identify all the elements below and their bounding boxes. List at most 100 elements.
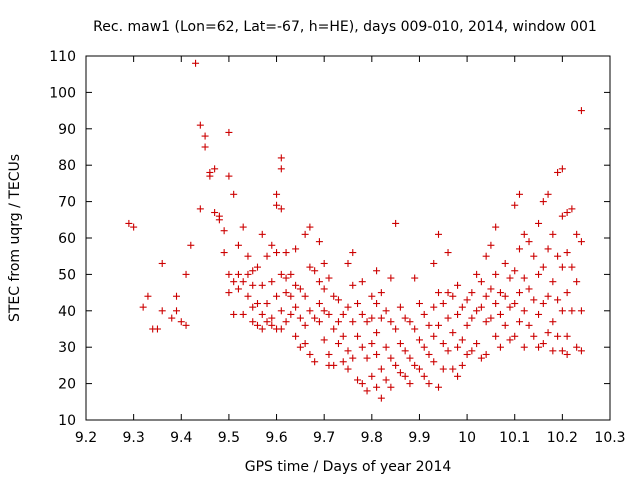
data-point bbox=[325, 350, 333, 358]
data-point bbox=[282, 274, 290, 282]
data-point bbox=[239, 310, 247, 318]
data-point bbox=[439, 300, 447, 308]
data-point bbox=[387, 274, 395, 282]
data-point bbox=[463, 296, 471, 304]
data-point bbox=[301, 230, 309, 238]
data-point bbox=[301, 321, 309, 329]
data-point bbox=[258, 230, 266, 238]
data-point bbox=[487, 241, 495, 249]
data-point bbox=[511, 300, 519, 308]
data-point bbox=[373, 350, 381, 358]
data-point bbox=[277, 205, 285, 213]
data-point bbox=[530, 332, 538, 340]
data-point bbox=[454, 281, 462, 289]
data-point bbox=[330, 292, 338, 300]
data-point bbox=[144, 292, 152, 300]
data-point bbox=[306, 263, 314, 271]
data-point bbox=[220, 227, 228, 235]
data-point bbox=[258, 281, 266, 289]
data-point bbox=[573, 343, 581, 351]
data-point bbox=[306, 223, 314, 231]
data-point bbox=[549, 347, 557, 355]
data-point bbox=[249, 281, 257, 289]
data-point bbox=[220, 249, 228, 257]
data-point bbox=[253, 263, 261, 271]
data-point bbox=[387, 383, 395, 391]
data-point bbox=[230, 190, 238, 198]
points-layer bbox=[125, 59, 585, 402]
data-point bbox=[515, 245, 523, 253]
data-point bbox=[487, 314, 495, 322]
data-point bbox=[268, 321, 276, 329]
x-tick-label: 10.3 bbox=[594, 430, 625, 446]
data-point bbox=[315, 318, 323, 326]
data-point bbox=[558, 307, 566, 315]
data-point bbox=[334, 318, 342, 326]
data-point bbox=[344, 347, 352, 355]
y-tick-label: 10 bbox=[58, 413, 76, 429]
data-point bbox=[415, 365, 423, 373]
data-point bbox=[396, 340, 404, 348]
data-point bbox=[482, 292, 490, 300]
data-point bbox=[306, 350, 314, 358]
data-point bbox=[411, 274, 419, 282]
data-point bbox=[282, 318, 290, 326]
data-point bbox=[415, 300, 423, 308]
data-point bbox=[458, 303, 466, 311]
y-tick-label: 90 bbox=[58, 122, 76, 138]
data-point bbox=[506, 336, 514, 344]
data-point bbox=[358, 310, 366, 318]
data-point bbox=[449, 365, 457, 373]
data-point bbox=[511, 267, 519, 275]
data-point bbox=[287, 310, 295, 318]
data-point bbox=[292, 245, 300, 253]
data-point bbox=[234, 241, 242, 249]
data-point bbox=[239, 223, 247, 231]
y-tick-label: 40 bbox=[58, 304, 76, 320]
data-point bbox=[577, 238, 585, 246]
data-point bbox=[449, 292, 457, 300]
data-point bbox=[168, 314, 176, 322]
data-point bbox=[225, 172, 233, 180]
data-point bbox=[354, 376, 362, 384]
data-point bbox=[511, 201, 519, 209]
data-point bbox=[253, 300, 261, 308]
data-point bbox=[334, 340, 342, 348]
data-point bbox=[358, 380, 366, 388]
data-point bbox=[392, 219, 400, 227]
x-tick-label: 9.7 bbox=[313, 430, 335, 446]
data-point bbox=[225, 270, 233, 278]
data-point bbox=[430, 303, 438, 311]
data-point bbox=[358, 343, 366, 351]
data-point bbox=[473, 307, 481, 315]
data-point bbox=[577, 107, 585, 115]
data-point bbox=[435, 289, 443, 297]
data-point bbox=[573, 278, 581, 286]
data-point bbox=[468, 347, 476, 355]
data-point bbox=[520, 274, 528, 282]
x-tick-label: 9.5 bbox=[218, 430, 240, 446]
data-point bbox=[158, 307, 166, 315]
data-point bbox=[482, 252, 490, 260]
data-point bbox=[330, 361, 338, 369]
data-point bbox=[325, 310, 333, 318]
data-point bbox=[558, 263, 566, 271]
data-point bbox=[230, 278, 238, 286]
data-point bbox=[496, 343, 504, 351]
data-point bbox=[520, 230, 528, 238]
data-point bbox=[306, 307, 314, 315]
data-point bbox=[296, 314, 304, 322]
data-point bbox=[387, 354, 395, 362]
data-point bbox=[354, 300, 362, 308]
data-point bbox=[292, 281, 300, 289]
data-point bbox=[549, 278, 557, 286]
data-point bbox=[430, 358, 438, 366]
data-point bbox=[349, 354, 357, 362]
data-point bbox=[125, 219, 133, 227]
data-point bbox=[396, 303, 404, 311]
x-tick-label: 9.2 bbox=[75, 430, 97, 446]
data-point bbox=[392, 325, 400, 333]
data-point bbox=[277, 325, 285, 333]
data-point bbox=[173, 292, 181, 300]
